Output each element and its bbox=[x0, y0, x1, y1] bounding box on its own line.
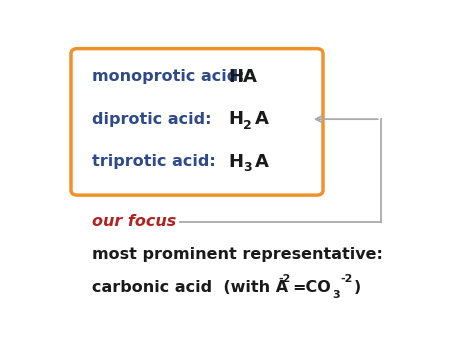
Text: ): ) bbox=[354, 280, 361, 295]
Text: diprotic acid:: diprotic acid: bbox=[92, 111, 212, 127]
Text: H: H bbox=[228, 110, 243, 128]
Text: carbonic acid  (with A: carbonic acid (with A bbox=[92, 280, 289, 295]
Text: H: H bbox=[228, 153, 243, 170]
Text: =CO: =CO bbox=[292, 280, 331, 295]
Text: HA: HA bbox=[228, 68, 257, 86]
Text: 3: 3 bbox=[332, 290, 339, 300]
Text: monoprotic acid:: monoprotic acid: bbox=[92, 69, 245, 84]
Text: A: A bbox=[255, 153, 269, 170]
Text: 2: 2 bbox=[243, 119, 252, 132]
Text: most prominent representative:: most prominent representative: bbox=[92, 247, 383, 262]
Text: 3: 3 bbox=[243, 161, 252, 174]
Text: triprotic acid:: triprotic acid: bbox=[92, 154, 216, 169]
Text: our focus: our focus bbox=[92, 214, 176, 229]
Text: A: A bbox=[255, 110, 269, 128]
Text: -2: -2 bbox=[278, 274, 291, 284]
Text: -2: -2 bbox=[340, 274, 352, 284]
FancyBboxPatch shape bbox=[71, 49, 323, 195]
